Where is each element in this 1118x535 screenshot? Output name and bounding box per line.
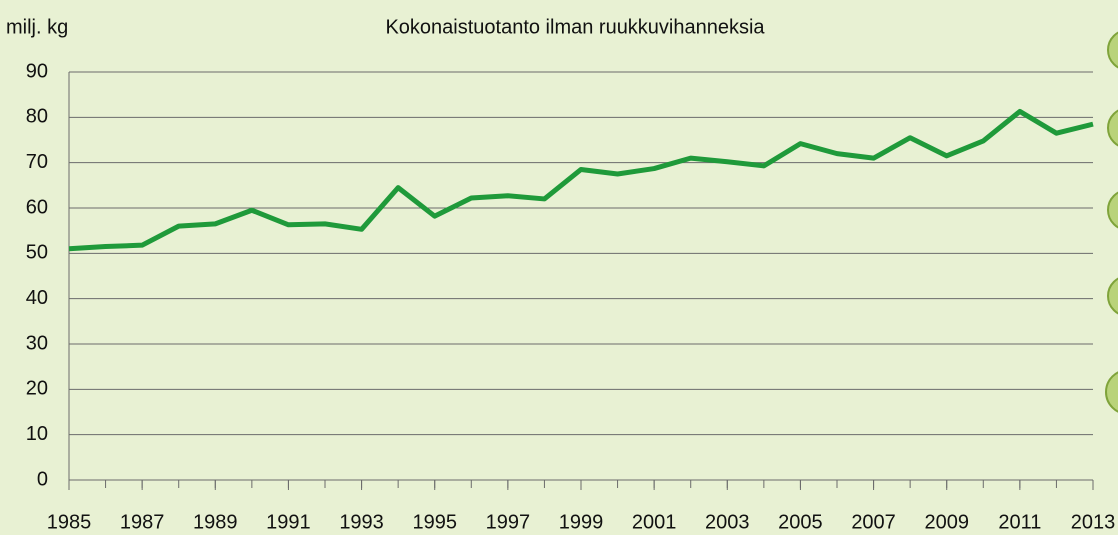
x-tick-label: 1997 <box>486 511 531 533</box>
x-tick-label: 2009 <box>924 511 969 533</box>
x-tick-label: 1999 <box>559 511 604 533</box>
y-tick-label: 20 <box>26 378 48 400</box>
x-tick-label: 1987 <box>120 511 165 533</box>
y-tick-label: 90 <box>26 60 48 82</box>
x-tick-label: 1995 <box>412 511 457 533</box>
decoration <box>1105 31 1118 413</box>
y-tick-label: 70 <box>26 151 48 173</box>
x-tick-label: 1993 <box>339 511 384 533</box>
x-tick-label: 2011 <box>998 511 1041 533</box>
x-tick-label: 2005 <box>778 511 823 533</box>
x-tick-label: 1991 <box>266 511 311 533</box>
x-tick-label: 2013 <box>1071 511 1116 533</box>
y-tick-label: 0 <box>37 468 48 490</box>
y-tick-label: 50 <box>26 242 48 264</box>
y-tick-label: 10 <box>26 423 48 445</box>
y-tick-label: 30 <box>26 332 48 354</box>
chart-title: Kokonaistuotanto ilman ruukkuvihanneksia <box>385 16 765 38</box>
y-axis-label: milj. kg <box>6 16 68 38</box>
x-tick-label: 1985 <box>47 511 92 533</box>
x-tick-label: 1989 <box>193 511 238 533</box>
y-tick-label: 80 <box>26 106 48 128</box>
x-tick-label: 2003 <box>705 511 750 533</box>
x-tick-label: 2007 <box>851 511 896 533</box>
y-tick-label: 60 <box>26 196 48 218</box>
y-tick-label: 40 <box>26 287 48 309</box>
data-line <box>68 108 1094 252</box>
x-tick-label: 2001 <box>632 511 677 533</box>
